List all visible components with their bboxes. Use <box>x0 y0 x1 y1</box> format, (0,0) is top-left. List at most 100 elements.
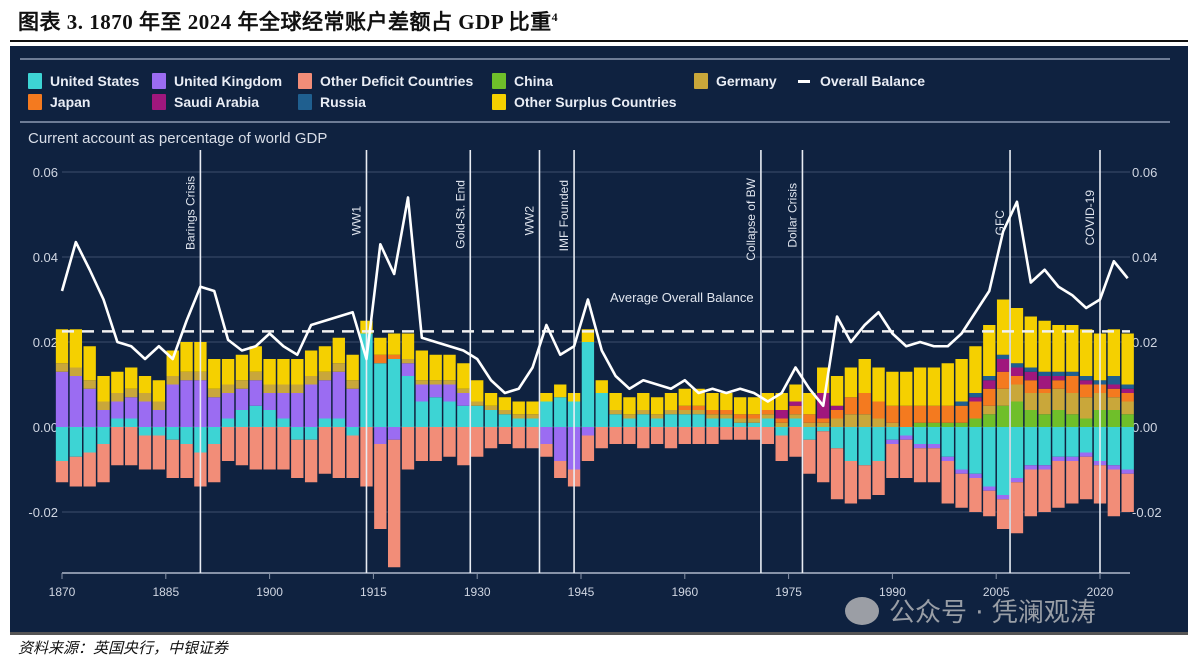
bar-segment-other-surplus-countries <box>996 299 1010 355</box>
bar-segment-russia <box>969 393 982 398</box>
bar-segment-united-kingdom <box>291 393 304 427</box>
bar-segment-other-surplus-countries <box>872 367 885 402</box>
bar-segment-japan <box>678 405 691 410</box>
bar-stack-1908 <box>318 346 332 474</box>
bar-segment-united-kingdom <box>374 427 387 444</box>
bar-segment-other-surplus-countries <box>595 380 608 393</box>
bar-segment-other-surplus-countries <box>235 354 249 381</box>
bar-segment-other-surplus-countries <box>221 359 235 385</box>
y-tick-label-left: -0.02 <box>28 505 58 520</box>
bar-segment-united-states <box>1079 427 1093 453</box>
bar-segment-united-kingdom <box>415 384 429 402</box>
bar-segment-germany <box>1010 384 1024 402</box>
bar-stack-1918 <box>387 333 401 568</box>
bar-stack-1926 <box>443 354 456 457</box>
bar-segment-other-surplus-countries <box>498 397 512 410</box>
bar-segment-other-deficit-countries <box>1107 469 1121 517</box>
bar-segment-united-kingdom <box>941 456 954 461</box>
bar-segment-united-states <box>706 418 719 427</box>
bar-segment-china <box>1038 414 1051 427</box>
bar-segment-germany <box>858 414 871 427</box>
bar-segment-germany <box>747 418 761 423</box>
bar-segment-other-surplus-countries <box>747 397 761 415</box>
bar-segment-japan <box>789 405 802 415</box>
bar-segment-china <box>1010 401 1024 427</box>
bar-stack-1924 <box>429 354 442 461</box>
bar-segment-united-states <box>277 418 290 427</box>
bar-segment-germany <box>125 388 138 398</box>
bar-segment-germany <box>138 393 152 402</box>
event-label: Collapse of BW <box>744 177 758 260</box>
bar-stack-1874 <box>83 346 96 487</box>
bar-segment-united-states <box>208 427 221 444</box>
bar-segment-other-deficit-countries <box>637 427 650 449</box>
bar-segment-other-deficit-countries <box>1066 461 1079 504</box>
bar-segment-saudi-arabia <box>789 401 802 406</box>
bar-segment-germany <box>180 371 193 381</box>
bar-segment-saudi-arabia <box>775 410 788 419</box>
bar-segment-japan <box>858 393 871 415</box>
legend-swatch <box>694 73 708 89</box>
bar-segment-other-surplus-countries <box>138 376 152 393</box>
bar-segment-other-surplus-countries <box>900 371 913 406</box>
bar-segment-japan <box>872 401 885 419</box>
bar-segment-united-kingdom <box>332 371 345 419</box>
bar-segment-japan <box>983 388 996 406</box>
bar-segment-united-kingdom <box>277 393 290 419</box>
legend-swatch <box>298 94 312 110</box>
bar-segment-germany <box>332 363 345 372</box>
bar-segment-germany <box>817 422 830 427</box>
bar-segment-united-states <box>927 427 941 444</box>
bar-segment-other-deficit-countries <box>692 427 705 444</box>
bar-stack-2022 <box>1107 329 1121 517</box>
bar-segment-other-surplus-countries <box>955 359 968 402</box>
bar-segment-other-deficit-countries <box>969 478 982 512</box>
bar-segment-other-deficit-countries <box>1024 469 1037 517</box>
bar-segment-other-surplus-countries <box>1121 333 1134 385</box>
bar-segment-other-deficit-countries <box>471 427 484 457</box>
bar-stack-1936 <box>512 401 525 449</box>
bar-segment-other-deficit-countries <box>581 435 595 461</box>
bar-segment-russia <box>1079 376 1093 381</box>
legend-item-overall-balance: Overall Balance <box>798 73 925 89</box>
bar-segment-other-deficit-countries <box>983 490 996 517</box>
bar-segment-other-deficit-countries <box>554 461 567 478</box>
legend-line-swatch <box>798 79 810 83</box>
bar-segment-united-states <box>623 418 636 427</box>
bar-segment-united-states <box>166 427 179 440</box>
bar-stack-1958 <box>664 393 678 449</box>
bar-segment-united-states <box>609 414 622 427</box>
bar-segment-other-deficit-countries <box>650 427 664 444</box>
bar-segment-other-surplus-countries <box>401 333 415 359</box>
y-tick-label-left: 0.06 <box>33 165 58 180</box>
x-tick-label: 2005 <box>983 585 1010 599</box>
bar-segment-united-states <box>1038 427 1051 466</box>
bar-segment-russia <box>1038 371 1051 376</box>
bar-segment-united-states <box>346 427 359 436</box>
event-label: Dollar Crisis <box>785 183 799 248</box>
bar-segment-japan <box>1079 384 1093 398</box>
bar-segment-russia <box>1010 363 1024 368</box>
bar-segment-japan <box>969 401 982 419</box>
bar-stack-1998 <box>941 363 954 504</box>
bar-segment-other-surplus-countries <box>775 393 788 410</box>
bar-segment-other-surplus-countries <box>277 359 290 385</box>
bar-segment-united-kingdom <box>304 384 318 427</box>
bar-segment-united-kingdom <box>969 473 982 478</box>
bar-stack-1882 <box>138 376 152 470</box>
bar-segment-saudi-arabia <box>1079 380 1093 385</box>
y-tick-label-right: 0.00 <box>1132 420 1157 435</box>
bar-segment-united-states <box>803 427 816 440</box>
bar-stack-2000 <box>955 359 968 508</box>
bar-segment-other-deficit-countries <box>761 427 775 444</box>
bar-segment-japan <box>387 354 401 359</box>
legend-swatch <box>492 94 506 110</box>
bar-segment-other-deficit-countries <box>55 461 69 483</box>
bar-segment-other-deficit-countries <box>180 444 193 478</box>
bar-segment-germany <box>623 414 636 419</box>
bar-segment-other-surplus-countries <box>457 363 470 389</box>
bar-segment-china <box>941 422 954 427</box>
bar-segment-other-deficit-countries <box>775 435 788 461</box>
bar-segment-other-surplus-countries <box>540 393 553 402</box>
bar-segment-other-deficit-countries <box>457 427 470 466</box>
